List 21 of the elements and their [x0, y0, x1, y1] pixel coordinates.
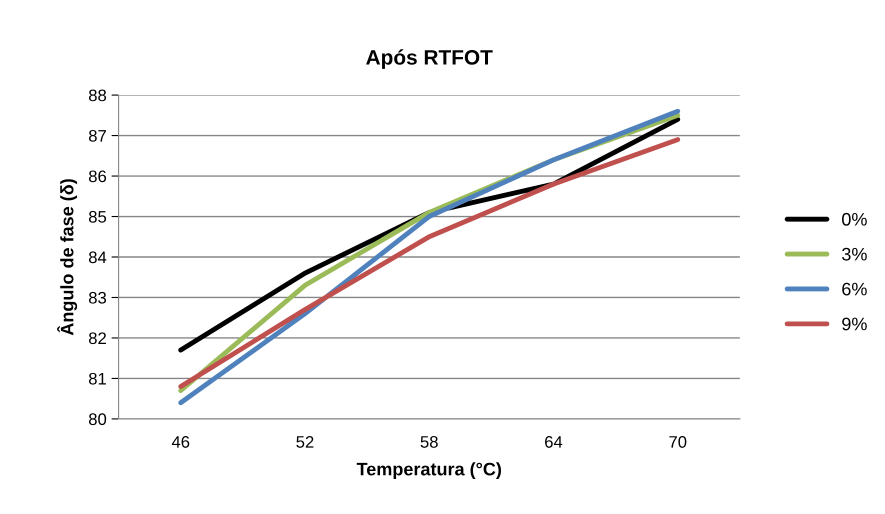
chart-title: Após RTFOT — [366, 49, 493, 69]
y-tick-label: 81 — [88, 372, 106, 385]
y-tick-label: 84 — [88, 251, 106, 264]
x-tick-label: 52 — [296, 436, 314, 448]
y-tick-label: 85 — [88, 210, 106, 223]
x-tick-label: 64 — [545, 436, 562, 448]
legend-label: 0% — [842, 212, 867, 226]
legend-label: 9% — [842, 318, 867, 330]
y-axis-title: Ângulo de fase (δ) — [57, 179, 78, 336]
legend-label: 6% — [842, 282, 867, 296]
y-tick-label: 86 — [88, 170, 106, 182]
x-axis-title: Temperatura (°C) — [356, 462, 502, 480]
x-tick-label: 46 — [172, 436, 190, 448]
legend-label: 3% — [842, 248, 867, 261]
x-tick-label: 70 — [669, 436, 686, 448]
y-tick-label: 87 — [88, 130, 106, 142]
y-tick-label: 83 — [88, 292, 106, 304]
x-tick-label: 58 — [420, 436, 438, 448]
y-tick-label: 88 — [88, 89, 106, 102]
y-tick-label: 82 — [88, 332, 106, 344]
y-tick-label: 80 — [88, 413, 106, 426]
